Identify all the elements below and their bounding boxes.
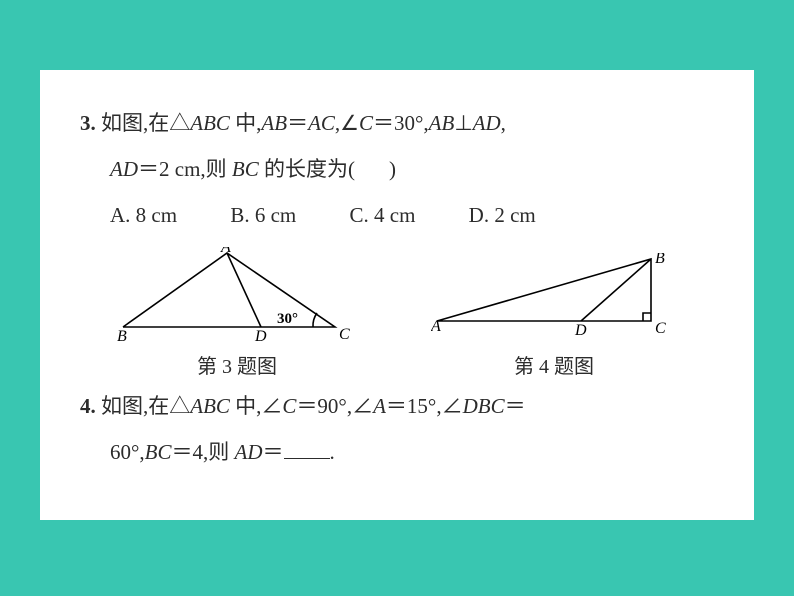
answer-blank-4 bbox=[284, 438, 330, 459]
q3-line2: AD＝2 cm,则 BC 的长度为() bbox=[80, 146, 714, 192]
segment-db-4 bbox=[581, 259, 651, 321]
figure-3-svg: A B C D 30° bbox=[117, 247, 357, 343]
label-d-3: D bbox=[254, 328, 267, 343]
label-b-3: B bbox=[117, 328, 127, 343]
label-d-4: D bbox=[574, 322, 587, 339]
right-angle-mark bbox=[643, 313, 651, 321]
q4-line2: 60°,BC＝4,则 AD＝. bbox=[80, 429, 714, 475]
problem-4: 4. 如图,在△ABC 中,∠C＝90°,∠A＝15°,∠DBC＝ 60°,BC… bbox=[80, 383, 714, 475]
triangle-abc-4 bbox=[437, 259, 651, 321]
figure-3: A B C D 30° 第 3 题图 bbox=[117, 247, 357, 379]
figure-3-caption: 第 3 题图 bbox=[117, 350, 357, 379]
label-c-4: C bbox=[655, 320, 666, 337]
label-b-4: B bbox=[655, 253, 665, 267]
q3-option-a: A. 8 cm bbox=[110, 192, 177, 238]
figure-4: A B C D 第 4 题图 bbox=[431, 253, 677, 379]
q3-option-d: D. 2 cm bbox=[469, 192, 536, 238]
label-c-3: C bbox=[339, 326, 350, 343]
angle-30: 30° bbox=[277, 311, 298, 327]
label-a-3: A bbox=[220, 247, 231, 256]
q3-options: A. 8 cm B. 6 cm C. 4 cm D. 2 cm bbox=[80, 192, 714, 238]
figure-4-svg: A B C D bbox=[431, 253, 677, 343]
q4-line1: 4. 如图,在△ABC 中,∠C＝90°,∠A＝15°,∠DBC＝ bbox=[80, 383, 714, 429]
q3-option-b: B. 6 cm bbox=[230, 192, 296, 238]
q3-number: 3. bbox=[80, 111, 96, 135]
problem-3: 3. 如图,在△ABC 中,AB＝AC,∠C＝30°,AB⊥AD, AD＝2 c… bbox=[80, 100, 714, 239]
triangle-abc-3 bbox=[123, 253, 335, 327]
figures-row: A B C D 30° 第 3 题图 A B C D 第 4 题图 bbox=[80, 247, 714, 379]
angle-arc-c bbox=[313, 313, 317, 327]
q3-option-c: C. 4 cm bbox=[350, 192, 416, 238]
q3-line1: 3. 如图,在△ABC 中,AB＝AC,∠C＝30°,AB⊥AD, bbox=[80, 100, 714, 146]
page-card: 3. 如图,在△ABC 中,AB＝AC,∠C＝30°,AB⊥AD, AD＝2 c… bbox=[40, 70, 754, 520]
q4-number: 4. bbox=[80, 394, 96, 418]
label-a-4: A bbox=[431, 318, 441, 335]
figure-4-caption: 第 4 题图 bbox=[431, 350, 677, 379]
